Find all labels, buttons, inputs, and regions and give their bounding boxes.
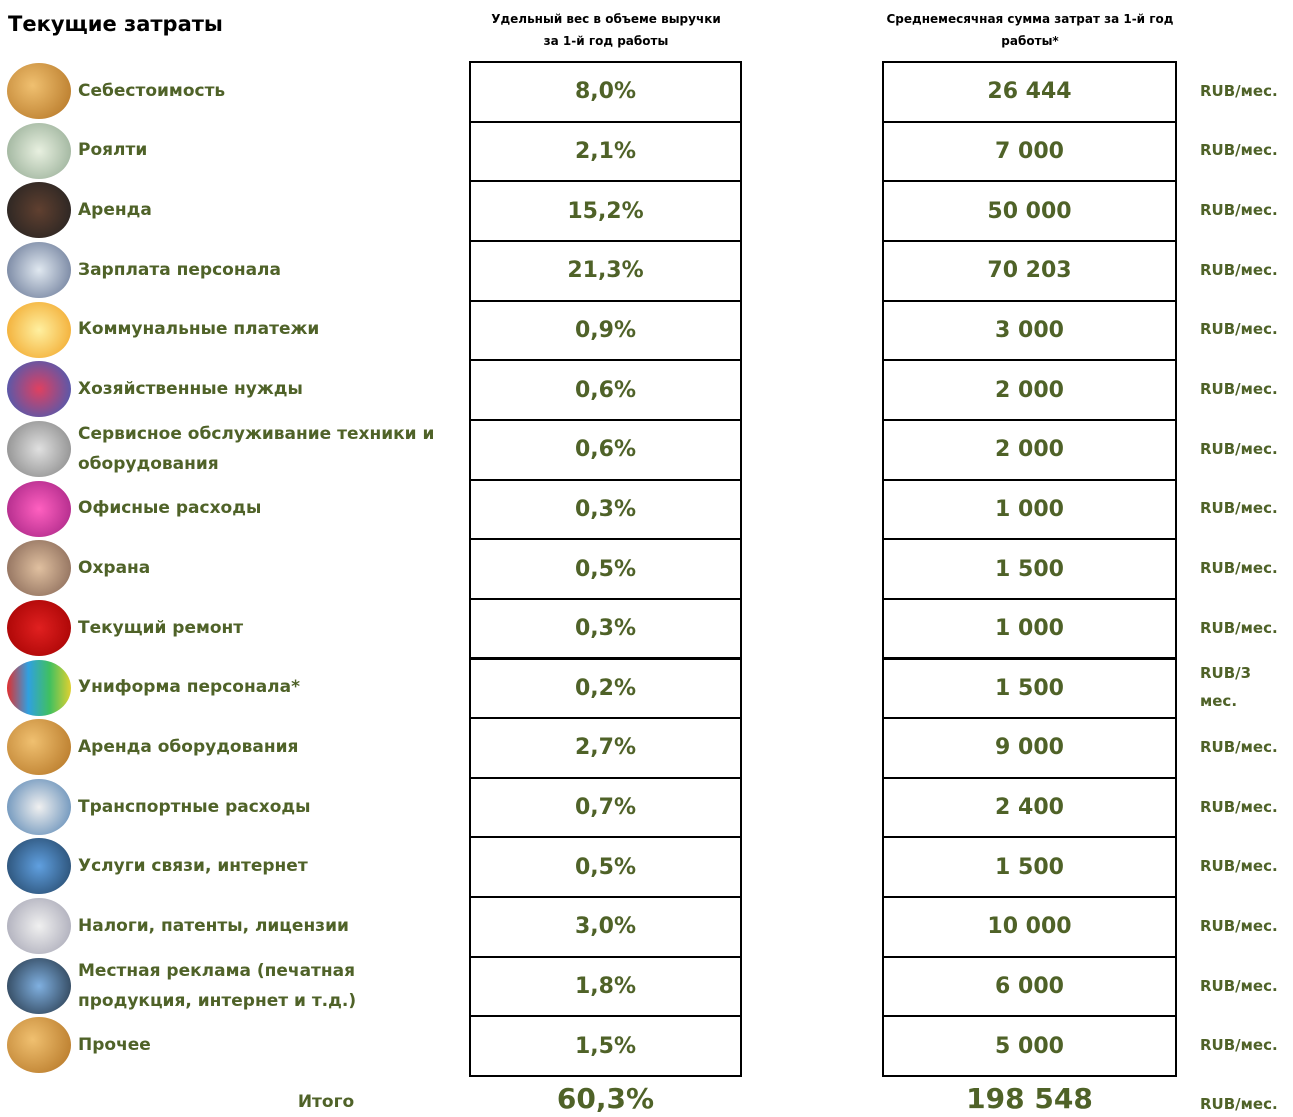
amount-cell: 1 000 xyxy=(882,479,1177,541)
share-cell: 0,9% xyxy=(469,300,742,362)
amount-cell: 1 000 xyxy=(882,598,1177,660)
row-icon xyxy=(7,958,71,1014)
total-unit: RUB/мес. xyxy=(1200,1090,1280,1117)
share-cell: 21,3% xyxy=(469,240,742,302)
row-icon xyxy=(7,540,71,596)
row-icon xyxy=(7,361,71,417)
row-icon xyxy=(7,1017,71,1073)
amount-cell: 3 000 xyxy=(882,300,1177,362)
row-icon xyxy=(7,719,71,775)
row-icon xyxy=(7,660,71,716)
row-label: Аренда xyxy=(78,180,463,240)
total-amount: 198 548 xyxy=(882,1082,1177,1115)
share-cell: 8,0% xyxy=(469,61,742,123)
amount-cell: 10 000 xyxy=(882,896,1177,958)
share-cell: 0,6% xyxy=(469,419,742,481)
row-label: Прочее xyxy=(78,1015,463,1075)
share-cell: 3,0% xyxy=(469,896,742,958)
amount-cell: 1 500 xyxy=(882,538,1177,600)
row-label: Офисные расходы xyxy=(78,479,463,539)
amount-cell: 7 000 xyxy=(882,121,1177,183)
row-label: Налоги, патенты, лицензии xyxy=(78,896,463,956)
unit-label: RUB/мес. xyxy=(1200,121,1280,181)
unit-label: RUB/мес. xyxy=(1200,240,1280,300)
share-cell: 0,7% xyxy=(469,777,742,839)
amount-cell: 70 203 xyxy=(882,240,1177,302)
share-cell: 2,7% xyxy=(469,717,742,779)
row-label: Униформа персонала* xyxy=(78,658,463,718)
amount-cell: 1 500 xyxy=(882,658,1177,720)
row-label: Коммунальные платежи xyxy=(78,300,463,360)
unit-label: RUB/мес. xyxy=(1200,180,1280,240)
row-label: Услуги связи, интернет xyxy=(78,836,463,896)
unit-label: RUB/мес. xyxy=(1200,956,1280,1016)
unit-label: RUB/мес. xyxy=(1200,538,1280,598)
share-cell: 0,5% xyxy=(469,538,742,600)
unit-label: RUB/мес. xyxy=(1200,1015,1280,1075)
row-icon xyxy=(7,182,71,238)
row-label: Текущий ремонт xyxy=(78,598,463,658)
unit-label: RUB/мес. xyxy=(1200,836,1280,896)
total-label: Итого xyxy=(246,1092,406,1112)
unit-label: RUB/мес. xyxy=(1200,777,1280,837)
share-cell: 0,3% xyxy=(469,479,742,541)
share-cell: 0,5% xyxy=(469,836,742,898)
amount-cell: 2 400 xyxy=(882,777,1177,839)
row-label: Зарплата персонала xyxy=(78,240,463,300)
unit-label: RUB/мес. xyxy=(1200,300,1280,360)
amount-cell: 6 000 xyxy=(882,956,1177,1018)
row-label: Охрана xyxy=(78,538,463,598)
row-icon xyxy=(7,898,71,954)
row-icon xyxy=(7,838,71,894)
share-cell: 0,2% xyxy=(469,658,742,720)
amount-cell: 50 000 xyxy=(882,180,1177,242)
share-cell: 2,1% xyxy=(469,121,742,183)
unit-label: RUB/мес. xyxy=(1200,598,1280,658)
unit-label: RUB/мес. xyxy=(1200,61,1280,121)
amount-cell: 5 000 xyxy=(882,1015,1177,1077)
unit-label: RUB/3 мес. xyxy=(1200,658,1280,718)
unit-label: RUB/мес. xyxy=(1200,717,1280,777)
unit-label: RUB/мес. xyxy=(1200,359,1280,419)
row-label: Себестоимость xyxy=(78,61,463,121)
column-header: Удельный вес в объеме выручки за 1-й год… xyxy=(486,8,726,52)
share-cell: 15,2% xyxy=(469,180,742,242)
amount-cell: 2 000 xyxy=(882,419,1177,481)
row-icon xyxy=(7,779,71,835)
column-header: Среднемесячная сумма затрат за 1-й год р… xyxy=(880,8,1180,52)
unit-label: RUB/мес. xyxy=(1200,419,1280,479)
row-label: Аренда оборудования xyxy=(78,717,463,777)
total-share: 60,3% xyxy=(469,1082,742,1115)
share-cell: 0,3% xyxy=(469,598,742,660)
row-icon xyxy=(7,302,71,358)
row-label: Сервисное обслуживание техники и оборудо… xyxy=(78,419,463,479)
row-icon xyxy=(7,63,71,119)
row-icon xyxy=(7,481,71,537)
title: Текущие затраты xyxy=(8,12,223,36)
page: Текущие затраты Удельный вес в объеме вы… xyxy=(0,0,1293,1117)
amount-cell: 9 000 xyxy=(882,717,1177,779)
row-icon xyxy=(7,421,71,477)
row-label: Хозяйственные нужды xyxy=(78,359,463,419)
amount-cell: 26 444 xyxy=(882,61,1177,123)
share-cell: 1,5% xyxy=(469,1015,742,1077)
row-icon xyxy=(7,600,71,656)
share-cell: 1,8% xyxy=(469,956,742,1018)
unit-label: RUB/мес. xyxy=(1200,479,1280,539)
row-icon xyxy=(7,123,71,179)
row-label: Местная реклама (печатная продукция, инт… xyxy=(78,956,463,1016)
row-label: Транспортные расходы xyxy=(78,777,463,837)
row-icon xyxy=(7,242,71,298)
row-label: Роялти xyxy=(78,121,463,181)
amount-cell: 1 500 xyxy=(882,836,1177,898)
unit-label: RUB/мес. xyxy=(1200,896,1280,956)
share-cell: 0,6% xyxy=(469,359,742,421)
amount-cell: 2 000 xyxy=(882,359,1177,421)
